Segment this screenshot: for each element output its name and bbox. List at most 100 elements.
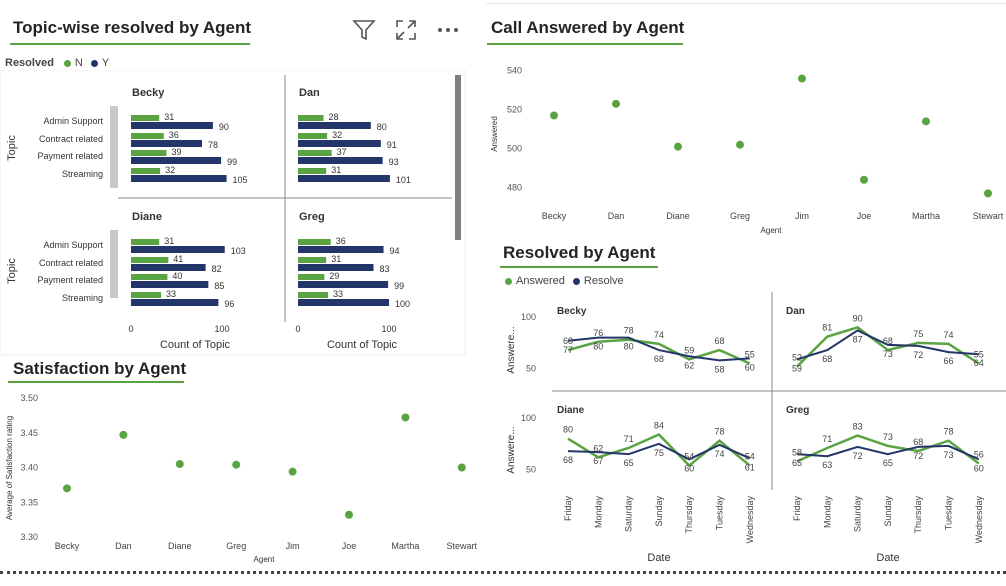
resolved-line-resolve xyxy=(796,444,980,461)
resolved-label-answered: 54 xyxy=(745,452,755,462)
answered-ytick-label: 480 xyxy=(507,183,522,193)
answered-xtick-label: Dan xyxy=(608,211,625,221)
satisfaction-chart: Average of Satisfaction rating Agent 3.3… xyxy=(5,393,478,564)
topic-label-y: 103 xyxy=(231,246,246,256)
topic-bar-n xyxy=(131,115,160,121)
resolved-label-resolve: 75 xyxy=(654,448,664,458)
legend-y-label[interactable]: Y xyxy=(101,57,110,69)
topic-label-n: 29 xyxy=(329,271,339,281)
resolved-label-answered: 68 xyxy=(913,437,923,447)
topic-label-y: 100 xyxy=(395,299,410,309)
topic-bar-n xyxy=(298,133,328,139)
topic-scrollbar[interactable] xyxy=(455,75,461,240)
resolved-xtick-label: Friday xyxy=(563,496,573,522)
topic-xlabel-left: Count of Topic xyxy=(160,339,231,351)
resolved-label-answered: 84 xyxy=(654,421,664,431)
legend-answered-label[interactable]: Answered xyxy=(516,275,565,287)
topic-bar-n xyxy=(298,168,327,174)
resolved-label-answered: 78 xyxy=(943,427,953,437)
resolved-label-resolve: 80 xyxy=(593,342,603,352)
satisfaction-point xyxy=(401,413,410,422)
topic-category-label: Admin Support xyxy=(43,116,103,126)
topic-legend-title: Resolved xyxy=(5,57,54,69)
legend-resolve-label[interactable]: Resolve xyxy=(583,275,624,287)
satisfaction-xtick-label: Greg xyxy=(226,541,246,551)
resolved-label-answered: 55 xyxy=(974,350,984,360)
topic-category-label: Admin Support xyxy=(43,240,103,250)
more-options-icon[interactable] xyxy=(434,16,462,44)
satisfaction-point xyxy=(119,430,128,439)
topic-bar-n xyxy=(298,257,327,263)
resolved-xlabel-right: Date xyxy=(876,552,899,564)
topic-bar-y xyxy=(131,299,219,306)
resolved-label-answered: 75 xyxy=(913,329,923,339)
topic-row-scroll-2[interactable] xyxy=(110,230,118,298)
topic-row-scroll-1[interactable] xyxy=(110,106,118,188)
resolved-panel-agent-diane: Diane xyxy=(557,405,585,416)
resolved-xtick-label: Wednesday xyxy=(745,496,755,544)
satisfaction-point xyxy=(288,467,297,476)
topic-category-label: Payment related xyxy=(37,151,103,161)
topic-label-n: 36 xyxy=(169,130,179,140)
resolved-label-answered: 80 xyxy=(563,425,573,435)
answered-point xyxy=(798,74,806,83)
focus-mode-icon[interactable] xyxy=(392,16,420,44)
topic-label-n: 37 xyxy=(337,147,347,157)
resolved-line-answered xyxy=(567,433,751,468)
resolved-line-answered xyxy=(796,325,980,368)
topic-label-y: 96 xyxy=(224,299,234,309)
topic-panel-agent-becky: Becky xyxy=(132,87,165,99)
topic-label-y: 85 xyxy=(214,281,224,291)
resolved-label-answered: 78 xyxy=(714,427,724,437)
answered-point xyxy=(860,175,868,184)
satisfaction-xtick-label: Martha xyxy=(391,541,419,551)
topic-category-label: Contract related xyxy=(39,134,103,144)
legend-n-label[interactable]: N xyxy=(74,57,83,69)
satisfaction-point xyxy=(457,463,466,472)
topic-bar-n xyxy=(131,168,161,174)
resolved-label-answered: 62 xyxy=(593,443,603,453)
resolved-label-resolve: 80 xyxy=(624,342,634,352)
resolved-label-answered: 74 xyxy=(654,330,664,340)
topic-label-y: 91 xyxy=(387,140,397,150)
resolved-line-answered xyxy=(796,434,980,465)
filter-icon[interactable] xyxy=(350,16,378,44)
resolved-xtick-label: Monday xyxy=(822,496,832,529)
topic-ylabel-top: Topic xyxy=(6,135,18,161)
resolved-label-answered: 71 xyxy=(624,434,634,444)
resolved-label-resolve: 73 xyxy=(943,450,953,460)
topic-chart-title: Topic-wise resolved by Agent xyxy=(13,18,252,37)
answered-xtick-label: Jim xyxy=(795,211,809,221)
topic-legend: Resolved N Y xyxy=(5,57,109,69)
topic-label-y: 93 xyxy=(389,157,399,167)
topic-bar-y xyxy=(298,140,381,147)
resolved-xtick-label: Saturday xyxy=(853,496,863,533)
topic-ylabel-bottom: Topic xyxy=(6,258,18,284)
resolved-label-resolve: 66 xyxy=(943,356,953,366)
resolved-line-resolve xyxy=(567,442,751,461)
resolved-label-answered: 52 xyxy=(792,353,802,363)
resolved-title-underline xyxy=(500,266,658,268)
satisfaction-ytick-label: 3.35 xyxy=(20,497,38,507)
resolved-xtick-label: Sunday xyxy=(883,496,893,527)
answered-xtick-label: Greg xyxy=(730,211,750,221)
resolved-label-resolve: 63 xyxy=(822,460,832,470)
bottom-dotted-border xyxy=(0,571,1006,574)
topic-label-y: 105 xyxy=(233,175,248,185)
resolved-ylabel-bottom: Answere... xyxy=(506,426,517,473)
topic-label-n: 39 xyxy=(171,147,181,157)
resolved-label-resolve: 68 xyxy=(822,354,832,364)
answered-xtick-label: Diane xyxy=(666,211,690,221)
resolved-label-resolve: 60 xyxy=(745,362,755,372)
resolved-chart: Answere... Answere... Date Date Becky 50 1… xyxy=(506,292,1006,564)
resolved-ylabel-top: Answere... xyxy=(506,326,517,373)
top-border xyxy=(486,3,1006,4)
resolved-label-resolve: 65 xyxy=(883,458,893,468)
resolved-label-resolve: 74 xyxy=(714,449,724,459)
topic-xtick-label: 100 xyxy=(381,324,396,334)
topic-bar-y xyxy=(298,122,371,129)
topic-label-y: 90 xyxy=(219,122,229,132)
topic-bar-y xyxy=(131,122,213,129)
resolved-label-answered: 68 xyxy=(883,336,893,346)
satisfaction-point xyxy=(232,460,241,469)
